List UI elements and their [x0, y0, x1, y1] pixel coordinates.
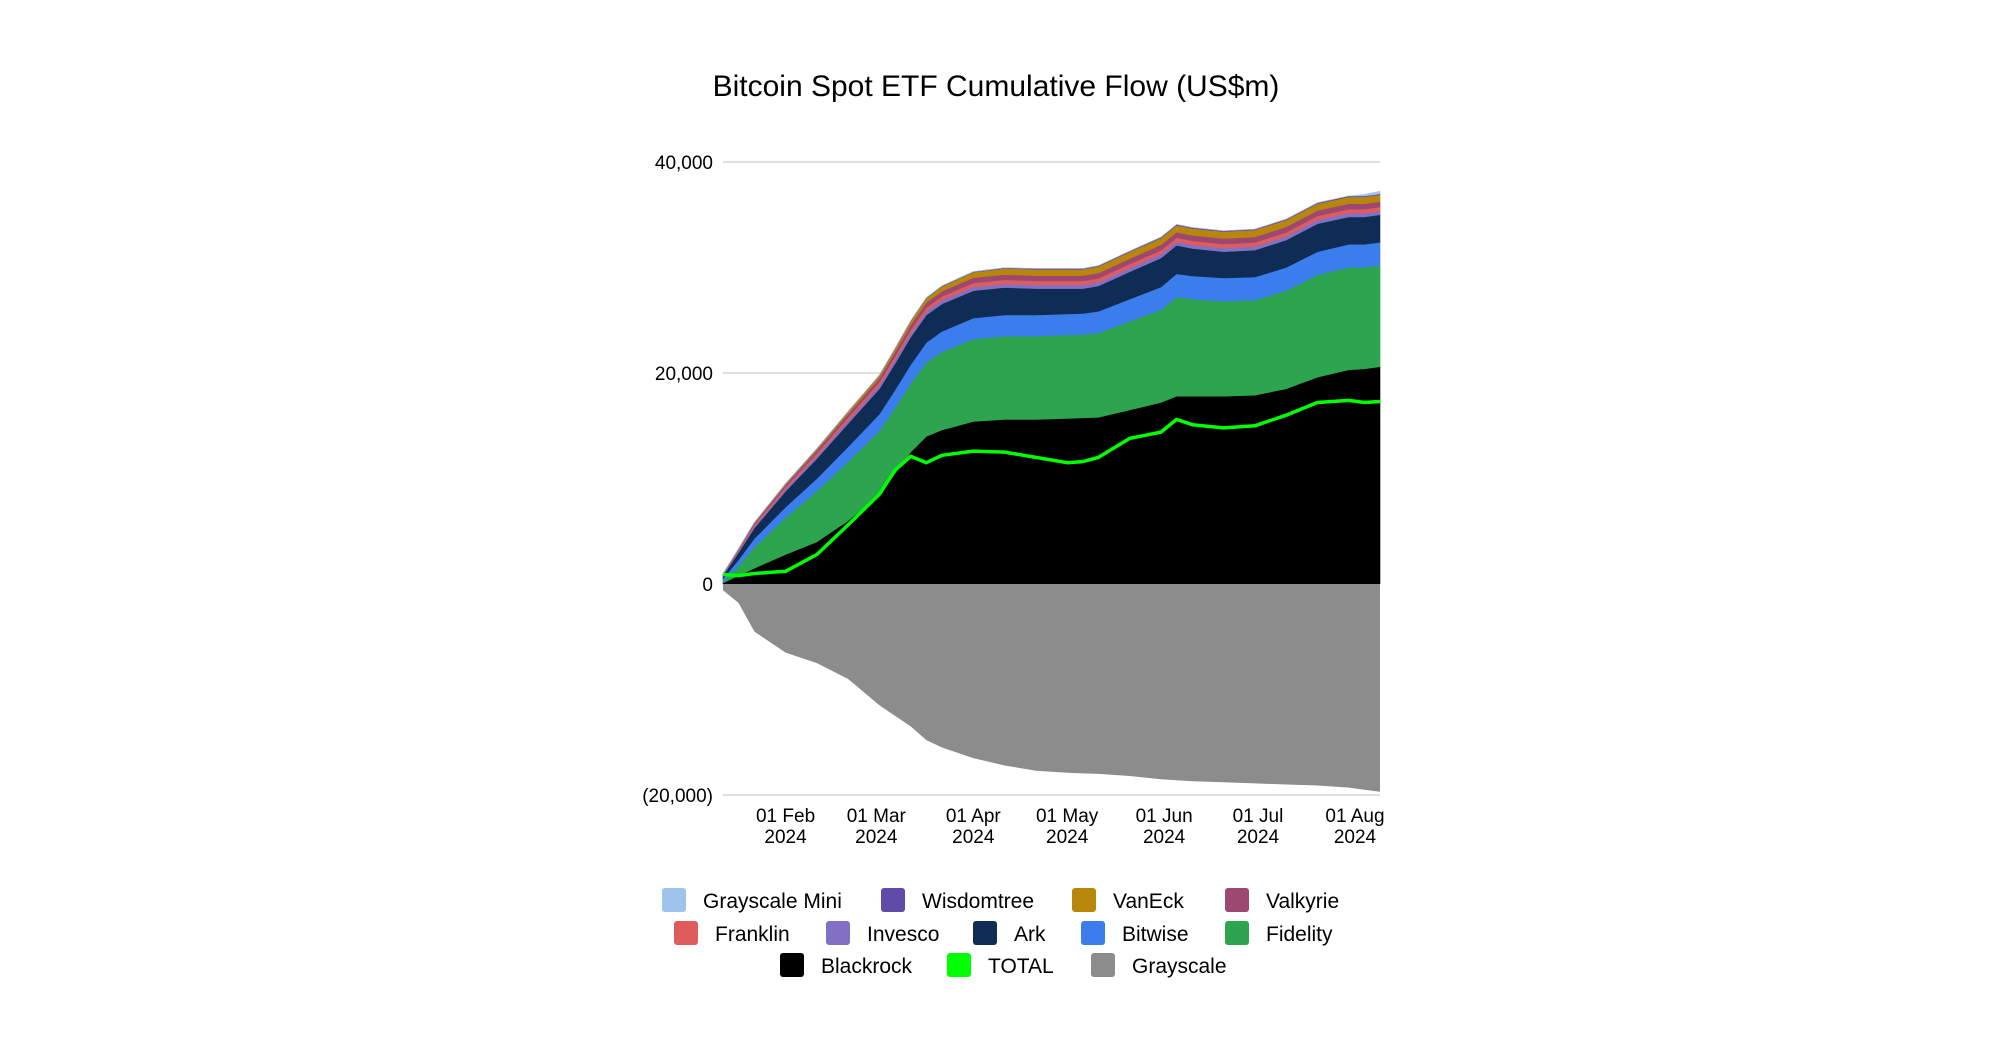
legend-item-vaneck: VanEck	[1072, 888, 1184, 913]
x-tick-label: 01 Jun	[1136, 806, 1193, 827]
legend-item-grayscale-mini: Grayscale Mini	[662, 888, 842, 913]
legend-label: Wisdomtree	[922, 890, 1034, 913]
area-grayscale	[723, 584, 1380, 792]
legend-label: TOTAL	[988, 955, 1054, 978]
y-axis: 40,000 20,000 0 (20,000)	[642, 153, 713, 807]
chart-title: Bitcoin Spot ETF Cumulative Flow (US$m)	[713, 70, 1280, 103]
y-tick-label: 40,000	[655, 153, 713, 174]
total-line	[722, 398, 1381, 578]
legend-label: Valkyrie	[1266, 890, 1339, 913]
legend-label: Grayscale Mini	[703, 890, 842, 913]
total-line-layer	[722, 398, 1381, 578]
y-tick-label: 20,000	[655, 364, 713, 385]
legend-swatch	[1225, 888, 1249, 912]
legend-swatch	[1072, 888, 1096, 912]
legend-swatch	[1225, 921, 1249, 945]
x-tick-label: 01 May	[1036, 806, 1099, 827]
x-tick-label: 01 Mar	[847, 806, 907, 827]
x-tick-year: 2024	[1143, 827, 1186, 848]
legend-swatch	[1091, 953, 1115, 977]
x-tick-year: 2024	[1237, 827, 1280, 848]
legend-item-blackrock: Blackrock	[780, 953, 913, 978]
x-tick-year: 2024	[1046, 827, 1089, 848]
legend-swatch	[826, 921, 850, 945]
x-tick-year: 2024	[855, 827, 898, 848]
legend-swatch	[662, 888, 686, 912]
legend-label: Grayscale	[1132, 955, 1227, 978]
x-tick-year: 2024	[952, 827, 995, 848]
legend: Grayscale Mini Wisdomtree VanEck Valkyrie Fr…	[662, 888, 1339, 978]
legend-label: Fidelity	[1266, 923, 1333, 946]
legend-swatch	[947, 953, 971, 977]
x-tick-label: 01 Feb	[756, 806, 815, 827]
legend-label: Franklin	[715, 923, 790, 946]
legend-swatch	[973, 921, 997, 945]
area-grayscale-mini	[722, 190, 1381, 574]
x-tick-label: 01 Jul	[1233, 806, 1284, 827]
legend-label: Invesco	[867, 923, 939, 946]
x-tick-year: 2024	[1334, 827, 1377, 848]
legend-label: Bitwise	[1122, 923, 1189, 946]
legend-label: Blackrock	[821, 955, 913, 978]
legend-item-fidelity: Fidelity	[1225, 921, 1333, 946]
legend-label: VanEck	[1113, 890, 1184, 913]
x-tick-label: 01 Apr	[946, 806, 1002, 827]
x-tick-label: 01 Aug	[1325, 806, 1384, 827]
legend-item-total: TOTAL	[947, 953, 1054, 978]
x-tick-year: 2024	[764, 827, 807, 848]
legend-item-invesco: Invesco	[826, 921, 939, 946]
legend-swatch	[780, 953, 804, 977]
legend-item-wisdomtree: Wisdomtree	[881, 888, 1034, 913]
legend-item-bitwise: Bitwise	[1081, 921, 1189, 946]
legend-item-grayscale: Grayscale	[1091, 953, 1227, 978]
stacked-areas	[722, 190, 1381, 792]
legend-swatch	[881, 888, 905, 912]
legend-label: Ark	[1014, 923, 1046, 946]
y-tick-label: (20,000)	[642, 786, 713, 807]
legend-swatch	[674, 921, 698, 945]
legend-swatch	[1081, 921, 1105, 945]
legend-item-franklin: Franklin	[674, 921, 790, 946]
y-tick-label: 0	[702, 575, 713, 596]
legend-item-valkyrie: Valkyrie	[1225, 888, 1339, 913]
legend-item-ark: Ark	[973, 921, 1046, 946]
